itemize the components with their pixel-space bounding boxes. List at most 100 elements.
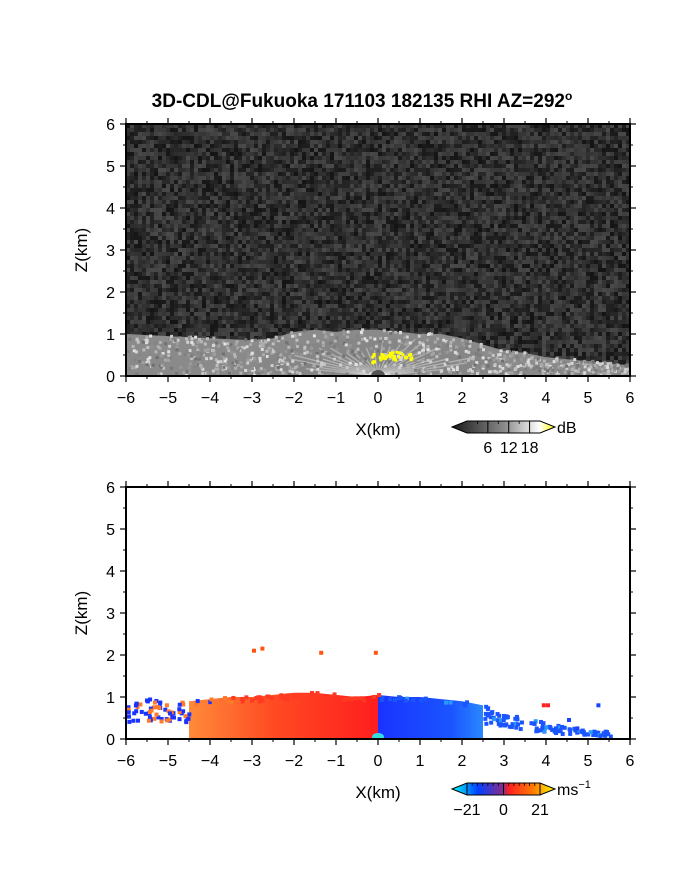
snr-noise-cell [610, 188, 614, 192]
snr-noise-cell [298, 148, 302, 152]
snr-noise-cell [222, 248, 226, 252]
snr-noise-cell [518, 204, 522, 208]
snr-noise-cell [146, 268, 150, 272]
snr-noise-cell [490, 196, 494, 200]
snr-noise-cell [430, 240, 434, 244]
snr-noise-cell [466, 180, 470, 184]
snr-noise-cell [234, 148, 238, 152]
snr-noise-cell [530, 220, 534, 224]
snr-noise-cell [490, 204, 494, 208]
snr-noise-cell [182, 180, 186, 184]
snr-noise-cell [234, 200, 238, 204]
snr-noise-cell [386, 268, 390, 272]
snr-noise-cell [266, 228, 270, 232]
snr-noise-cell [554, 256, 558, 260]
snr-noise-cell [414, 184, 418, 188]
snr-noise-cell [242, 260, 246, 264]
snr-noise-cell [218, 180, 222, 184]
snr-noise-cell [358, 124, 362, 128]
snr-noise-cell [302, 124, 306, 128]
snr-noise-cell [410, 236, 414, 240]
snr-noise-cell [398, 228, 402, 232]
snr-noise-cell [342, 180, 346, 184]
snr-noise-cell [462, 176, 466, 180]
snr-noise-cell [130, 260, 134, 264]
snr-noise-cell [206, 188, 210, 192]
snr-noise-cell [206, 268, 210, 272]
snr-noise-cell [294, 276, 298, 280]
snr-noise-cell [150, 208, 154, 212]
snr-noise-cell [334, 196, 338, 200]
snr-noise-cell [430, 136, 434, 140]
snr-noise-cell [562, 228, 566, 232]
snr-noise-cell [458, 200, 462, 204]
snr-noise-cell [150, 268, 154, 272]
snr-noise-cell [310, 168, 314, 172]
snr-noise-cell [238, 136, 242, 140]
snr-noise-cell [506, 272, 510, 276]
snr-noise-cell [290, 164, 294, 168]
snr-noise-cell [330, 276, 334, 280]
snr-noise-cell [570, 208, 574, 212]
snr-noise-cell [286, 216, 290, 220]
snr-noise-cell [218, 184, 222, 188]
snr-noise-cell [442, 144, 446, 148]
snr-noise-cell [530, 124, 534, 128]
snr-noise-cell [490, 268, 494, 272]
snr-noise-cell [610, 160, 614, 164]
snr-noise-cell [166, 260, 170, 264]
snr-noise-cell [486, 260, 490, 264]
snr-noise-cell [270, 152, 274, 156]
snr-noise-cell [214, 236, 218, 240]
snr-noise-cell [182, 176, 186, 180]
snr-noise-cell [154, 212, 158, 216]
snr-noise-cell [326, 280, 330, 284]
snr-noise-cell [350, 164, 354, 168]
snr-noise-cell [150, 136, 154, 140]
snr-noise-cell [306, 140, 310, 144]
snr-noise-cell [610, 172, 614, 176]
snr-noise-cell [578, 164, 582, 168]
snr-noise-cell [358, 208, 362, 212]
snr-noise-cell [430, 172, 434, 176]
snr-noise-cell [358, 196, 362, 200]
snr-noise-cell [198, 256, 202, 260]
snr-noise-cell [434, 200, 438, 204]
snr-noise-cell [618, 148, 622, 152]
snr-noise-cell [562, 204, 566, 208]
snr-noise-cell [622, 136, 626, 140]
snr-noise-cell [262, 244, 266, 248]
snr-noise-cell [522, 248, 526, 252]
snr-noise-cell [182, 144, 186, 148]
snr-noise-cell [218, 164, 222, 168]
snr-plot-area [126, 124, 630, 376]
snr-noise-cell [318, 164, 322, 168]
snr-noise-cell [222, 148, 226, 152]
snr-noise-cell [354, 152, 358, 156]
snr-noise-cell [210, 232, 214, 236]
snr-noise-cell [478, 272, 482, 276]
snr-noise-cell [434, 156, 438, 160]
snr-noise-cell [398, 232, 402, 236]
snr-noise-cell [334, 272, 338, 276]
snr-noise-cell [338, 276, 342, 280]
snr-noise-cell [234, 268, 238, 272]
snr-noise-cell [230, 276, 234, 280]
snr-noise-cell [194, 152, 198, 156]
snr-noise-cell [210, 216, 214, 220]
snr-noise-cell [310, 128, 314, 132]
snr-noise-cell [510, 140, 514, 144]
snr-noise-cell [354, 136, 358, 140]
snr-noise-cell [602, 228, 606, 232]
snr-noise-cell [478, 164, 482, 168]
snr-noise-cell [510, 156, 514, 160]
snr-noise-cell [174, 252, 178, 256]
snr-noise-cell [258, 176, 262, 180]
snr-noise-cell [582, 184, 586, 188]
snr-noise-cell [130, 264, 134, 268]
snr-noise-cell [550, 232, 554, 236]
snr-noise-cell [130, 156, 134, 160]
snr-noise-cell [446, 280, 450, 284]
snr-noise-cell [218, 144, 222, 148]
snr-noise-cell [382, 160, 386, 164]
